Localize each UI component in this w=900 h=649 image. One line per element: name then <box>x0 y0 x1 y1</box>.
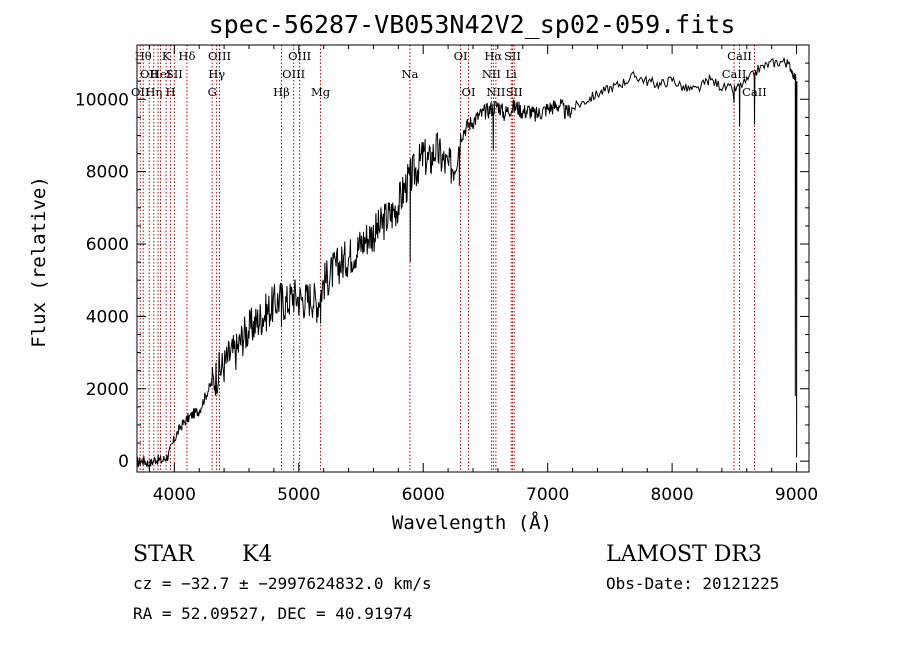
y-axis: 0 2000 4000 6000 8000 10000 <box>75 62 809 472</box>
x-tick-label-4000: 4000 <box>153 485 196 505</box>
x-axis: 4000 5000 6000 7000 8000 9000 <box>148 45 818 505</box>
y-tick-label-4000: 4000 <box>86 307 129 327</box>
survey-name: LAMOST DR3 <box>606 542 762 567</box>
x-tick-label-8000: 8000 <box>650 485 693 505</box>
line-label-4304: G <box>208 85 217 99</box>
line-label-6548: NII <box>482 67 501 81</box>
y-tick-label-2000: 2000 <box>86 380 129 400</box>
line-label-8542: CaII <box>727 49 752 63</box>
x-tick-label-5000: 5000 <box>277 485 320 505</box>
line-label-6584: NII <box>486 85 505 99</box>
y-tick-label-10000: 10000 <box>75 90 129 110</box>
line-label-3726: OII <box>131 85 150 99</box>
spectrum-line-0 <box>136 57 798 470</box>
object-subclass: K4 <box>242 542 272 567</box>
line-label-4000: SII <box>166 67 183 81</box>
line-label-6707: Li <box>506 67 518 81</box>
line-label-6300: OI <box>454 49 468 63</box>
line-label-6563: Hα <box>484 49 502 63</box>
line-label-6731: SII <box>506 85 523 99</box>
line-label-3889: HeI <box>150 67 171 81</box>
line-label-4363: OIII <box>208 49 231 63</box>
y-axis-label: Flux (relative) <box>28 176 50 348</box>
line-label-5007: OIII <box>288 49 311 63</box>
line-label-4340: Hγ <box>208 67 225 81</box>
line-label-5175: Mg <box>311 85 331 99</box>
x-axis-label: Wavelength (Å) <box>392 511 552 534</box>
spectrum-series <box>136 57 798 470</box>
line-label-3798: OII <box>140 67 159 81</box>
redshift-readout: cz = −32.7 ± −2997624832.0 km/s <box>133 574 432 593</box>
x-tick-label-9000: 9000 <box>775 485 818 505</box>
object-class: STAR <box>133 542 195 567</box>
plot-frame <box>136 44 810 473</box>
line-label-4101: Hδ <box>178 49 195 63</box>
x-tick-label-7000: 7000 <box>526 485 569 505</box>
x-tick-label-6000: 6000 <box>402 485 445 505</box>
line-label-5893: Na <box>401 67 418 81</box>
spectral-line-labels: OIIHθOIIHηHeIKHSIIHδGHγOIIIHβOIIIOIIIMgN… <box>131 49 767 99</box>
line-label-3750: Hθ <box>135 49 152 63</box>
y-tick-label-6000: 6000 <box>86 235 129 255</box>
line-label-4861: Hβ <box>273 85 290 99</box>
line-label-3969: H <box>165 85 175 99</box>
line-label-4959: OIII <box>282 67 305 81</box>
line-label-8498: CaII <box>722 67 747 81</box>
coordinates-readout: RA = 52.09527, DEC = 40.91974 <box>133 604 412 623</box>
line-label-3934: K <box>162 49 171 63</box>
line-label-6364: OI <box>462 85 476 99</box>
chart-title: spec-56287-VB053N42V2_sp02-059.fits <box>209 10 736 39</box>
y-tick-label-8000: 8000 <box>86 163 129 183</box>
y-tick-label-0: 0 <box>118 452 129 472</box>
observation-date: Obs-Date: 20121225 <box>606 574 779 593</box>
line-label-3835: Hη <box>145 85 162 99</box>
line-label-6717: SII <box>504 49 521 63</box>
spectral-line-markers <box>139 45 755 472</box>
